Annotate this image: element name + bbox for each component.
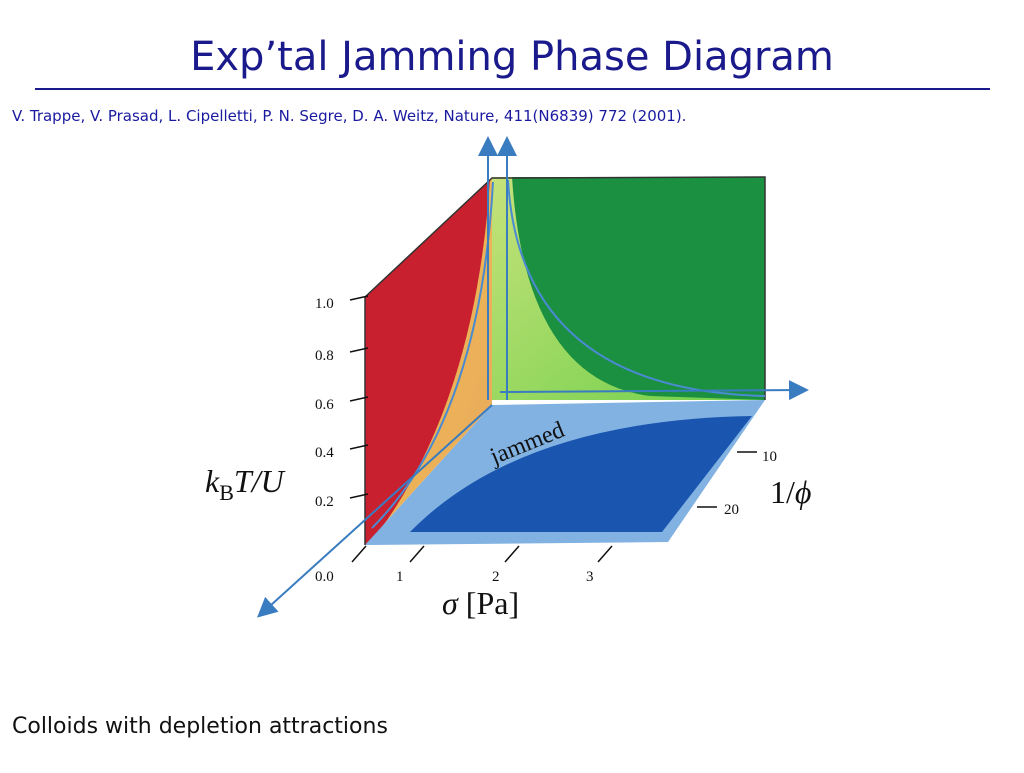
y-tick-label: 1.0 [315, 296, 334, 312]
axis-arrow [257, 404, 493, 618]
x-tick-label: 3 [586, 569, 594, 585]
caption: Colloids with depletion attractions [12, 714, 388, 739]
tick-labels: 1.0 0.8 0.6 0.4 0.2 0.0 1 2 3 10 20 [315, 296, 777, 585]
title: Exp’tal Jamming Phase Diagram [190, 34, 834, 80]
y-tick-label: 0.0 [315, 569, 334, 585]
y-axis-label: kBT/U [205, 463, 286, 505]
axis-arrow [499, 380, 809, 401]
x-axis-label: σ [Pa] [442, 585, 519, 621]
label-part: σ [442, 585, 459, 621]
citation: V. Trappe, V. Prasad, L. Cipelletti, P. … [12, 107, 686, 125]
z-tick-label: 20 [724, 502, 739, 518]
label-part: B [219, 480, 234, 505]
y-tick-label: 0.4 [315, 445, 334, 461]
y-tick-label: 0.8 [315, 348, 334, 364]
tick-marks [349, 295, 757, 563]
y-tick-label: 0.6 [315, 397, 334, 413]
red-region [365, 180, 490, 545]
label-part: [Pa] [466, 585, 519, 621]
label-part: T/U [234, 463, 286, 499]
z-tick-label: 10 [762, 449, 777, 465]
label-part: 1/ [770, 474, 795, 510]
x-tick-label: 2 [492, 569, 500, 585]
x-tick-label: 1 [396, 569, 404, 585]
edges [364, 176, 766, 545]
label-part: ϕ [795, 474, 812, 510]
y-tick-label: 0.2 [315, 494, 334, 510]
z-axis-label: 1/ϕ [770, 474, 811, 510]
phase-diagram: jammed [257, 136, 809, 618]
green-region [512, 177, 765, 400]
blue-region [410, 416, 752, 532]
label-part: k [205, 463, 220, 499]
